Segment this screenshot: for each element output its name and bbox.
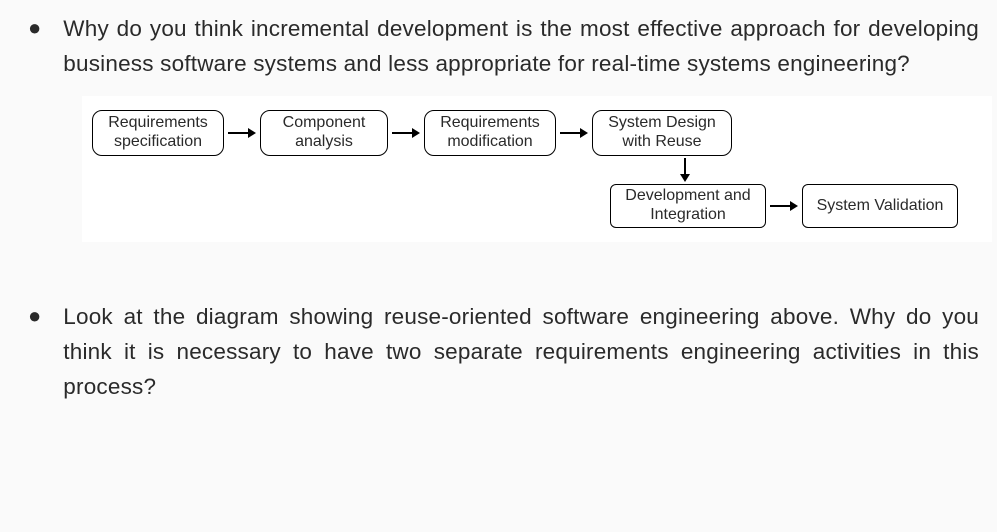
node-label: specification — [114, 133, 202, 151]
arrow-right-icon — [560, 128, 588, 138]
diagram-row-2: Development and Integration System Valid… — [610, 184, 982, 228]
node-label: with Reuse — [622, 133, 701, 151]
bullet-icon: ● — [28, 300, 41, 332]
bullet-icon: ● — [28, 12, 41, 44]
node-label: Development and — [625, 187, 750, 205]
node-requirements-specification: Requirements specification — [92, 110, 224, 156]
question-2-text: Look at the diagram showing reuse-orient… — [63, 300, 979, 405]
node-label: System Validation — [817, 197, 944, 215]
arrow-down-icon — [680, 158, 690, 182]
node-label: Component — [283, 114, 366, 132]
arrow-right-icon — [770, 201, 798, 211]
question-1: ● Why do you think incremental developme… — [18, 12, 979, 82]
node-label: System Design — [608, 114, 716, 132]
node-requirements-modification: Requirements modification — [424, 110, 556, 156]
node-system-design-with-reuse: System Design with Reuse — [592, 110, 732, 156]
node-label: modification — [447, 133, 532, 151]
node-label: analysis — [295, 133, 353, 151]
question-2: ● Look at the diagram showing reuse-orie… — [18, 300, 979, 405]
node-system-validation: System Validation — [802, 184, 958, 228]
node-label: Requirements — [108, 114, 208, 132]
diagram-row-1: Requirements specification Component ana… — [92, 110, 982, 156]
question-1-text: Why do you think incremental development… — [63, 12, 979, 82]
arrow-right-icon — [392, 128, 420, 138]
node-label: Requirements — [440, 114, 540, 132]
node-component-analysis: Component analysis — [260, 110, 388, 156]
node-development-and-integration: Development and Integration — [610, 184, 766, 228]
arrow-right-icon — [228, 128, 256, 138]
reuse-diagram: Requirements specification Component ana… — [82, 96, 992, 242]
node-label: Integration — [650, 206, 726, 224]
